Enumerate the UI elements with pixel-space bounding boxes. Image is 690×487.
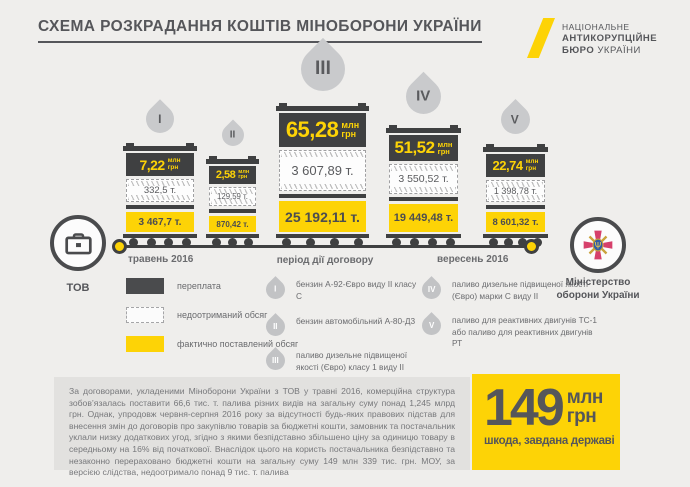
damage-amount: 149 — [484, 379, 565, 437]
delivered-band: 3 467,7 т. — [126, 212, 194, 232]
fuel-type-4: IV паливо дизельне підвищеної якості (Єв… — [418, 276, 602, 303]
ministry-emblem-icon: Ψ — [583, 230, 613, 260]
overpayment-swatch — [126, 278, 164, 294]
tank-divider — [486, 205, 545, 209]
fuel-type-1: I бензин А-92-Євро виду II класу С — [262, 276, 418, 303]
overpayment-band: 22,74 млн грн — [486, 154, 545, 177]
nabu-logo-icon — [527, 18, 555, 58]
fuel-drop-icon: II — [262, 313, 289, 340]
nabu-logo-text: НАЦІОНАЛЬНЕ АНТИКОРУПЦІЙНЕ БЮРО УКРАЇНИ — [562, 18, 657, 58]
delivered-swatch — [126, 336, 164, 352]
shortfall-band: 129,59 т. — [209, 187, 256, 206]
shortfall-band: 3 550,52 т. — [389, 164, 458, 194]
overpayment-band: 2,58 млн грн — [209, 166, 256, 184]
tank-divider — [389, 197, 458, 201]
tank-divider — [126, 205, 194, 209]
tank-wagon-5: V 22,74 млн грн 1 398,78 т. 8 601,32 т. — [483, 98, 548, 247]
overpayment-band: 7,22 млн грн — [126, 153, 194, 176]
tank-divider — [209, 209, 256, 213]
timeline-middle-label: період дії договору — [276, 255, 374, 266]
fuel-drop-icon: IV — [398, 71, 449, 121]
wagon-wheels — [212, 238, 253, 247]
timeline-start-dot — [112, 239, 127, 254]
overpayment-band: 51,52 млн грн — [389, 135, 458, 161]
overpayment-band: 65,28 млн грн — [279, 113, 366, 147]
fuel-type-3: III паливо дизельне підвищеної якості (Є… — [262, 347, 418, 374]
wagon-base — [206, 234, 259, 238]
wagon-base — [123, 234, 197, 238]
wagon-wheels — [129, 238, 191, 247]
case-summary-paragraph: За договорами, укладеними Міноборони Укр… — [69, 386, 455, 478]
delivered-band: 8 601,32 т. — [486, 212, 545, 232]
wagon-wheels — [392, 238, 455, 247]
page-title: СХЕМА РОЗКРАДАННЯ КОШТІВ МІНОБОРОНИ УКРА… — [38, 18, 482, 43]
ministry-circle: Ψ — [570, 217, 626, 273]
timeline-track — [119, 245, 533, 248]
shortfall-band: 3 607,89 т. — [279, 150, 366, 191]
wagon-base — [386, 234, 461, 238]
delivered-band: 19 449,48 т. — [389, 204, 458, 232]
legend-item-delivered: фактично поставлений обсяг — [126, 336, 298, 352]
legend-item-overpayment: переплата — [126, 278, 298, 294]
tov-circle — [50, 215, 106, 271]
tank-wagon-1: I 7,22 млн грн 332,5 т. 3 467,7 т. — [123, 99, 197, 247]
damage-unit: млн грн — [566, 387, 604, 427]
tank-cap — [123, 143, 197, 151]
tank-cap — [483, 144, 548, 152]
case-summary-box: За договорами, укладеними Міноборони Укр… — [54, 377, 470, 477]
ministry-label: Міністерство оборони України — [556, 277, 640, 301]
shortfall-band: 332,5 т. — [126, 179, 194, 202]
tank-cap — [206, 156, 259, 164]
shortfall-band: 1 398,78 т. — [486, 180, 545, 202]
fuel-type-2: II бензин автомобільний А-80-Д3 — [262, 313, 418, 340]
delivered-band: 25 192,11 т. — [279, 201, 366, 232]
tov-label: ТОВ — [66, 282, 90, 294]
svg-text:Ψ: Ψ — [595, 241, 602, 251]
nabu-line3: БЮРО УКРАЇНИ — [562, 45, 641, 56]
tank-cap — [276, 103, 369, 111]
briefcase-icon — [64, 232, 92, 254]
shortfall-swatch — [126, 307, 164, 323]
wagon-base — [276, 234, 369, 238]
fuel-drop-icon: V — [418, 312, 445, 339]
nabu-line2: АНТИКОРУПЦІЙНЕ — [562, 33, 658, 44]
timeline-end-dot — [524, 239, 539, 254]
nabu-logo: НАЦІОНАЛЬНЕ АНТИКОРУПЦІЙНЕ БЮРО УКРАЇНИ — [527, 18, 657, 58]
delivered-band: 870,42 т. — [209, 216, 256, 232]
nabu-line1: НАЦІОНАЛЬНЕ — [562, 22, 630, 32]
timeline-end-label: вересень 2016 — [437, 254, 509, 265]
fuel-drop-icon: III — [262, 347, 289, 374]
tank-wagon-3: III 65,28 млн грн 3 607,89 т. 25 192,11 т… — [276, 37, 369, 247]
swatch-legend: переплата недоотриманий обсяг фактично п… — [126, 278, 298, 352]
tank-cap — [386, 125, 461, 133]
tank-divider — [279, 194, 366, 198]
fuel-type-5: V паливо для реактивних двигунів ТС-1 аб… — [418, 312, 602, 350]
damage-total-box: 149 млн грн шкода, завдана державі — [472, 374, 620, 470]
fuel-drop-icon: III — [291, 37, 354, 101]
fuel-drop-icon: IV — [418, 276, 445, 303]
fuel-legend-col-1: I бензин А-92-Євро виду II класу С II бе… — [262, 276, 418, 374]
legend-item-shortfall: недоотриманий обсяг — [126, 307, 298, 323]
fuel-drop-icon: II — [216, 119, 249, 151]
fuel-drop-icon: V — [494, 98, 537, 140]
wagon-wheels — [282, 238, 363, 247]
timeline-start-label: травень 2016 — [128, 254, 194, 265]
fuel-legend-col-2: IV паливо дизельне підвищеної якості (Єв… — [418, 276, 602, 350]
tank-wagon-2: II 2,58 млн грн 129,59 т. 870,42 т. — [206, 119, 259, 247]
damage-caption: шкода, завдана державі — [484, 435, 615, 447]
fuel-drop-icon: I — [262, 276, 289, 303]
fuel-drop-icon: I — [140, 99, 180, 139]
tank-wagon-4: IV 51,52 млн грн 3 550,52 т. 19 449,48 т. — [386, 71, 461, 247]
wagon-base — [483, 234, 548, 238]
